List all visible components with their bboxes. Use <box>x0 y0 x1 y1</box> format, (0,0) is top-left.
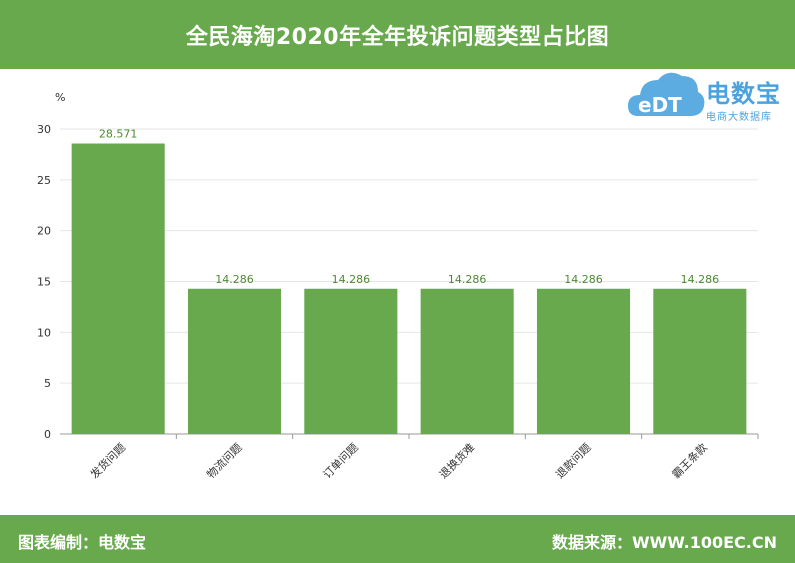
y-tick-label: 20 <box>37 225 51 238</box>
data-label: 14.286 <box>681 273 720 286</box>
x-category-label: 退换货难 <box>436 440 477 481</box>
x-category-label: 订单问题 <box>321 441 361 481</box>
footer: 图表编制：电数宝 数据来源：WWW.100EC.CN <box>0 515 795 563</box>
bar <box>420 288 514 434</box>
data-label: 14.286 <box>332 273 371 286</box>
y-tick-label: 25 <box>37 174 51 187</box>
bars <box>71 143 747 434</box>
grid-lines <box>60 128 758 384</box>
x-category-label: 发货问题 <box>87 440 128 481</box>
x-category-label: 物流问题 <box>204 440 245 481</box>
x-category-label: 退款问题 <box>553 440 594 481</box>
axes <box>60 433 759 439</box>
x-category-label: 霸王条款 <box>669 440 710 481</box>
chart-title-bar: 全民海淘2020年全年投诉问题类型占比图 <box>0 0 795 69</box>
cloud-logo-icon: eDT <box>628 72 705 117</box>
y-tick-label: 0 <box>44 428 51 441</box>
bar <box>304 288 398 434</box>
chart-title: 全民海淘2020年全年投诉问题类型占比图 <box>185 24 610 50</box>
y-tick-label: 15 <box>37 276 51 289</box>
bar <box>71 143 165 434</box>
y-axis-unit: % <box>55 91 65 104</box>
data-label: 14.286 <box>215 273 254 286</box>
bar <box>536 288 631 434</box>
logo-subtitle: 电商大数据库 <box>706 112 772 123</box>
y-tick-label: 30 <box>37 123 51 136</box>
logo: eDT 电数宝 电商大数据库 <box>626 64 791 126</box>
logo-brand: 电数宝 <box>706 80 781 108</box>
data-label: 14.286 <box>448 273 487 286</box>
bar <box>187 288 282 434</box>
bar-chart: % 0 5 10 15 20 25 30 28.571 发货问题 14.286 物流问题 14.286 订… <box>37 91 759 481</box>
logo-mark-text: eDT <box>638 93 682 117</box>
y-tick-label: 5 <box>44 377 51 390</box>
footer-credit: 图表编制：电数宝 <box>18 533 147 552</box>
bar <box>653 288 747 434</box>
data-label: 14.286 <box>564 273 603 286</box>
data-label: 28.571 <box>99 128 138 141</box>
y-tick-label: 10 <box>37 326 51 339</box>
footer-source: 数据来源：WWW.100EC.CN <box>551 533 777 552</box>
